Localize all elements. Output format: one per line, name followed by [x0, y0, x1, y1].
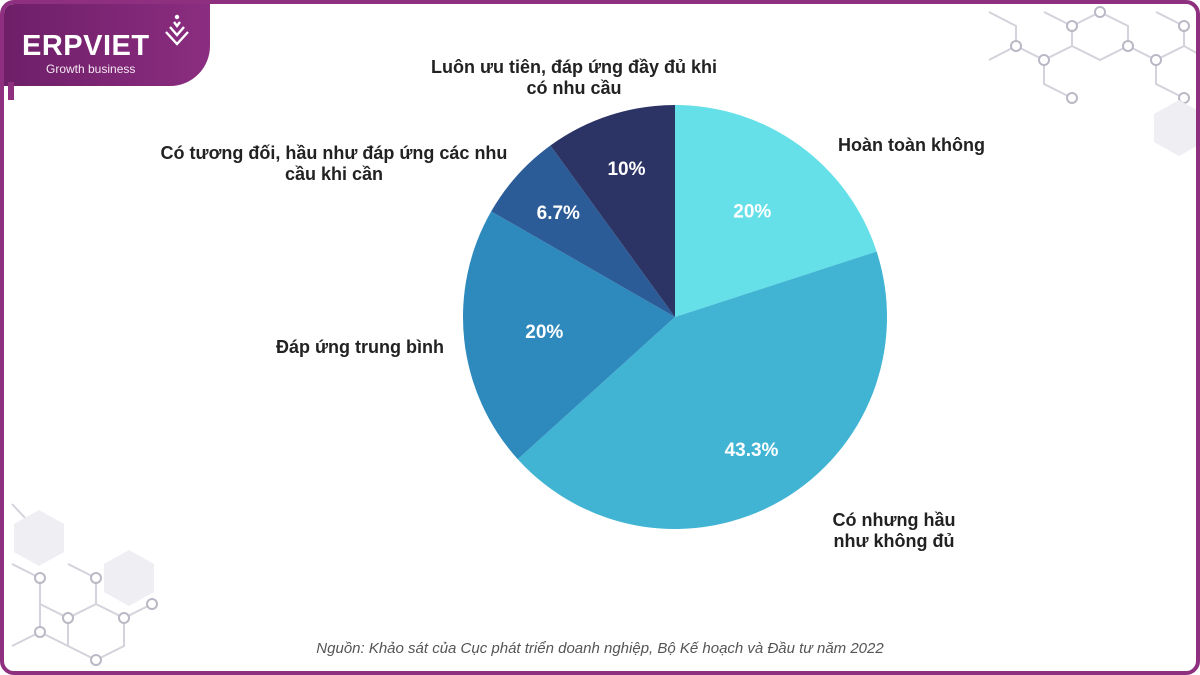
pie-value-label-1: 43.3% [725, 440, 779, 461]
slice-label-1-text: Có nhưng hầu như không đủ [832, 510, 956, 551]
slice-label-2: Đáp ứng trung bình [275, 337, 444, 357]
pie-slice-2 [462, 211, 675, 460]
pie-slice-3 [491, 145, 675, 317]
pie-value-label-3: 6.7% [537, 203, 580, 224]
pie-slice-4 [550, 105, 675, 317]
slice-label-4: Luôn ưu tiên, đáp ứng đầy đủ khi có nhu … [404, 57, 744, 99]
brand-tagline: Growth business [46, 62, 136, 76]
slice-label-0: Hoàn toàn không [838, 135, 985, 155]
source-note: Nguồn: Khảo sát của Cục phát triển doanh… [316, 640, 884, 657]
brand-logo: ERPVIET Growth business [4, 4, 210, 86]
hexagon-network-decoration [11, 6, 1196, 666]
logo-accent-bar [8, 82, 14, 100]
slice-label-1: Có nhưng hầu như không đủ [784, 510, 1004, 552]
slice-label-4-text: Luôn ưu tiên, đáp ứng đầy đủ khi có nhu … [430, 57, 718, 98]
slice-label-3: Có tương đối, hầu như đáp ứng các nhu cầ… [154, 143, 514, 185]
pie-slice-0 [675, 105, 877, 317]
pie-value-label-0: 20% [733, 202, 771, 223]
brand-diamond-icon [165, 14, 189, 46]
slice-label-3-text: Có tương đối, hầu như đáp ứng các nhu cầ… [160, 143, 508, 184]
pie-value-label-2: 20% [525, 322, 563, 343]
pie-value-label-4: 10% [607, 159, 645, 180]
pie-chart: 20% 43.3% 20% 6.7% 10% [462, 105, 887, 530]
pie-slice-1 [517, 251, 887, 530]
brand-name: ERPVIET [22, 30, 150, 62]
